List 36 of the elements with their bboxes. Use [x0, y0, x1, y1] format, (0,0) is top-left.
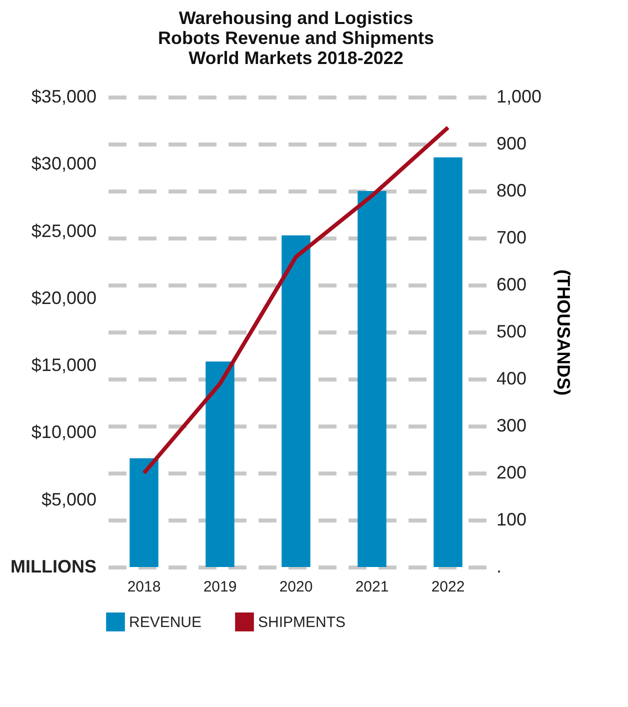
y-tick-label: $5,000 — [41, 489, 96, 510]
x-tick-label: 2020 — [279, 578, 313, 596]
text: Warehousing and Logistics — [178, 8, 414, 28]
bar — [130, 458, 158, 567]
y2-tick-label: 300 — [496, 416, 527, 436]
bar — [358, 191, 386, 567]
x-tick-label: 2022 — [431, 578, 465, 596]
legend-label: SHIPMENTS — [258, 614, 346, 631]
text: Robots Revenue and Shipments — [158, 28, 434, 48]
y-tick-label: $15,000 — [31, 355, 96, 376]
y2-tick-label: 400 — [496, 368, 527, 388]
y-tick-label: $20,000 — [31, 288, 96, 308]
x-tick-label: 2019 — [203, 578, 237, 596]
bar — [282, 235, 310, 567]
y-tick-label: $35,000 — [31, 86, 96, 106]
y2-tick-label: 1,000 — [496, 86, 542, 106]
y2-tick-label: . — [496, 556, 502, 576]
x-tick-label: 2021 — [355, 578, 389, 596]
legend-label: REVENUE — [129, 614, 202, 631]
line-series — [142, 126, 450, 475]
y-tick-label: $25,000 — [31, 220, 96, 241]
y-tick-label: MILLIONS — [10, 556, 96, 576]
y-tick-label: $30,000 — [31, 154, 96, 174]
bar — [206, 362, 234, 567]
bar — [434, 157, 462, 567]
y2-tick-label: 900 — [496, 134, 527, 154]
x-tick-label: 2018 — [127, 578, 161, 596]
y2-tick-label: 700 — [496, 228, 527, 248]
y2-tick-label: 800 — [496, 180, 527, 200]
y2-tick-label: 600 — [496, 274, 527, 294]
y2-tick-label: 200 — [496, 462, 527, 482]
y2-tick-label: 100 — [496, 510, 527, 530]
y-tick-label: $10,000 — [31, 422, 96, 442]
text: World Markets 2018-2022 — [188, 48, 404, 68]
y2-axis-title: (THOUSANDS) — [554, 270, 574, 396]
y2-tick-label: 500 — [496, 322, 527, 342]
